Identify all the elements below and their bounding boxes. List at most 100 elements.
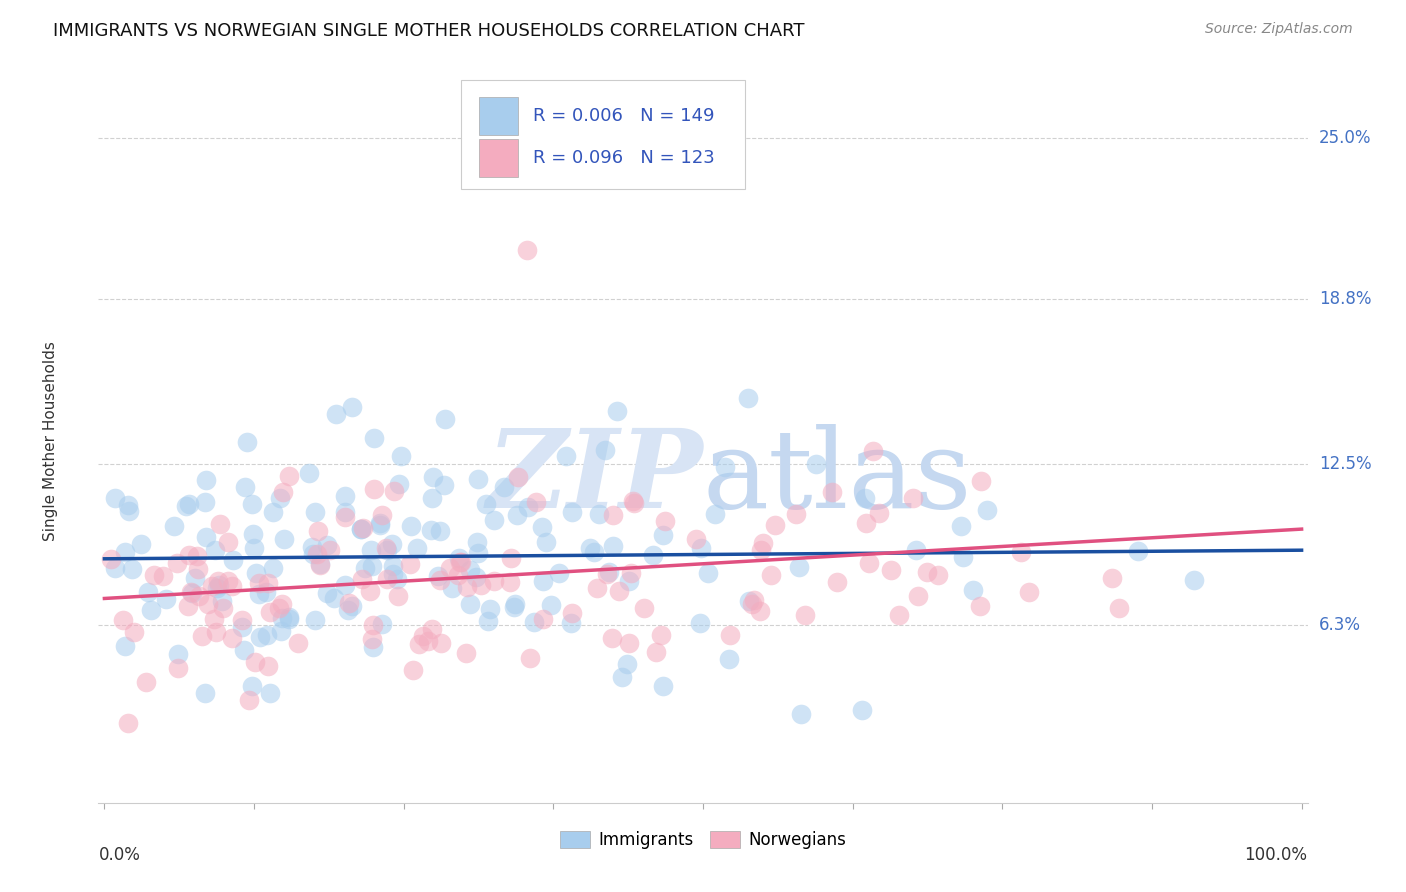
Point <box>620 566 643 580</box>
Point <box>177 497 200 511</box>
FancyBboxPatch shape <box>479 97 517 135</box>
Point <box>621 494 644 508</box>
Point <box>221 579 243 593</box>
Point <box>104 491 127 505</box>
Point <box>166 647 188 661</box>
Point <box>177 548 200 562</box>
Point <box>651 679 673 693</box>
Point <box>195 473 218 487</box>
Point <box>382 558 405 573</box>
Point <box>256 576 278 591</box>
Point <box>352 572 374 586</box>
Point <box>382 483 405 498</box>
Point <box>422 469 444 483</box>
Point <box>470 578 492 592</box>
Point <box>429 574 451 588</box>
Point <box>278 610 301 624</box>
Point <box>600 631 623 645</box>
Point <box>456 646 478 660</box>
Point <box>970 474 993 488</box>
Point <box>531 520 554 534</box>
Point <box>361 618 384 632</box>
Point <box>450 555 472 569</box>
Point <box>617 636 640 650</box>
Text: 100.0%: 100.0% <box>1244 847 1308 864</box>
Point <box>430 635 453 649</box>
Point <box>207 574 229 589</box>
Text: Single Mother Households: Single Mother Households <box>42 342 58 541</box>
Point <box>523 615 546 629</box>
Point <box>163 519 186 533</box>
Point <box>447 550 470 565</box>
Point <box>887 608 910 623</box>
Point <box>270 598 292 612</box>
Point <box>548 566 571 580</box>
Point <box>100 552 122 566</box>
Point <box>585 582 607 596</box>
Point <box>197 598 219 612</box>
Point <box>254 585 277 599</box>
Point <box>318 542 340 557</box>
Point <box>1101 571 1123 585</box>
Point <box>821 484 844 499</box>
Point <box>606 403 628 417</box>
Point <box>243 541 266 555</box>
Point <box>519 650 541 665</box>
Point <box>609 583 631 598</box>
Point <box>560 615 582 630</box>
Point <box>962 583 984 598</box>
Point <box>449 555 471 569</box>
Point <box>270 624 292 638</box>
Point <box>1108 600 1130 615</box>
Point <box>827 575 849 590</box>
Point <box>533 612 555 626</box>
Point <box>440 581 463 595</box>
Point <box>337 603 360 617</box>
Point <box>238 693 260 707</box>
Point <box>142 567 165 582</box>
Point <box>855 516 877 530</box>
Point <box>458 597 481 611</box>
Point <box>561 607 583 621</box>
Point <box>273 532 295 546</box>
Point <box>588 507 610 521</box>
Point <box>785 507 807 521</box>
Point <box>492 480 515 494</box>
Point <box>305 547 328 561</box>
Point <box>508 470 530 484</box>
Point <box>316 538 339 552</box>
Point <box>617 574 640 589</box>
Point <box>287 636 309 650</box>
Point <box>793 607 815 622</box>
Point <box>408 637 430 651</box>
Point <box>245 566 267 580</box>
Point <box>419 523 441 537</box>
FancyBboxPatch shape <box>479 139 517 177</box>
Point <box>167 661 190 675</box>
Point <box>205 625 228 640</box>
Text: IMMIGRANTS VS NORWEGIAN SINGLE MOTHER HOUSEHOLDS CORRELATION CHART: IMMIGRANTS VS NORWEGIAN SINGLE MOTHER HO… <box>53 22 804 40</box>
Point <box>117 716 139 731</box>
Point <box>316 586 339 600</box>
Point <box>789 559 811 574</box>
Point <box>231 613 253 627</box>
Point <box>742 593 765 607</box>
Point <box>240 497 263 511</box>
Point <box>1126 544 1149 558</box>
Point <box>194 530 217 544</box>
Point <box>361 632 384 647</box>
Point <box>363 640 385 654</box>
Point <box>256 628 278 642</box>
Text: R = 0.096   N = 123: R = 0.096 N = 123 <box>533 149 714 167</box>
Point <box>342 401 364 415</box>
Point <box>644 645 666 659</box>
Point <box>482 574 505 588</box>
Point <box>398 557 420 571</box>
Point <box>322 591 344 606</box>
Point <box>853 491 876 505</box>
Point <box>689 541 711 555</box>
Point <box>602 508 624 523</box>
Point <box>596 566 619 581</box>
Point <box>412 629 434 643</box>
Point <box>202 612 225 626</box>
